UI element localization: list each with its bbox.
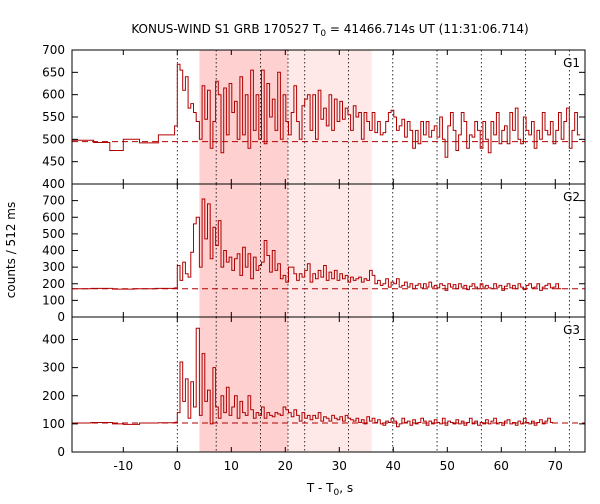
xtick-label--10: -10 bbox=[113, 459, 133, 473]
g1-lightcurve-series bbox=[72, 63, 581, 158]
g1-shaded-region-0 bbox=[199, 50, 288, 184]
g2-ytick-label-100: 100 bbox=[42, 293, 65, 307]
xtick-label-0: 0 bbox=[173, 459, 181, 473]
g1-ytick-label-700: 700 bbox=[42, 43, 65, 57]
g3-shaded-region-0 bbox=[199, 317, 288, 452]
chart-title: KONUS-WIND S1 GRB 170527 T0 = 41466.714s… bbox=[131, 22, 528, 39]
xtick-label-40: 40 bbox=[386, 459, 401, 473]
x-axis-label: T - T0, s bbox=[306, 481, 353, 498]
g2-panel-label: G2 bbox=[563, 190, 580, 204]
g1-ytick-label-600: 600 bbox=[42, 88, 65, 102]
xtick-label-60: 60 bbox=[494, 459, 509, 473]
g1-ytick-label-550: 550 bbox=[42, 110, 65, 124]
g3-lightcurve-series bbox=[72, 327, 554, 428]
xtick-label-70: 70 bbox=[548, 459, 563, 473]
g3-ytick-label-200: 200 bbox=[42, 389, 65, 403]
y-axis-label: counts / 512 ms bbox=[4, 202, 18, 298]
g1-ytick-label-500: 500 bbox=[42, 132, 65, 146]
g2-ytick-label-400: 400 bbox=[42, 244, 65, 258]
g2-ytick-label-200: 200 bbox=[42, 277, 65, 291]
g1-ytick-label-450: 450 bbox=[42, 155, 65, 169]
xtick-label-30: 30 bbox=[332, 459, 347, 473]
g2-lightcurve-series bbox=[72, 198, 562, 291]
xtick-label-50: 50 bbox=[440, 459, 455, 473]
g2-ytick-label-600: 600 bbox=[42, 210, 65, 224]
g2-ytick-label-700: 700 bbox=[42, 194, 65, 208]
g3-panel-label: G3 bbox=[563, 323, 580, 337]
g3-ytick-label-100: 100 bbox=[42, 417, 65, 431]
g3-ytick-label-300: 300 bbox=[42, 361, 65, 375]
g1-panel-label: G1 bbox=[563, 56, 580, 70]
g2-ytick-label-300: 300 bbox=[42, 260, 65, 274]
g3-shaded-region-1 bbox=[288, 317, 372, 452]
plot-layer: 400450500550600650700G101002003004005006… bbox=[42, 43, 586, 473]
xtick-label-20: 20 bbox=[278, 459, 293, 473]
g1-ytick-label-400: 400 bbox=[42, 177, 65, 191]
g3-ytick-label-400: 400 bbox=[42, 333, 65, 347]
g2-shaded-region-1 bbox=[288, 184, 372, 317]
g2-ytick-label-0: 0 bbox=[57, 310, 65, 324]
g1-ytick-label-650: 650 bbox=[42, 65, 65, 79]
g2-ytick-label-500: 500 bbox=[42, 227, 65, 241]
g3-panel-frame bbox=[71, 316, 586, 453]
g3-ytick-label-0: 0 bbox=[57, 445, 65, 459]
xtick-label-10: 10 bbox=[224, 459, 239, 473]
